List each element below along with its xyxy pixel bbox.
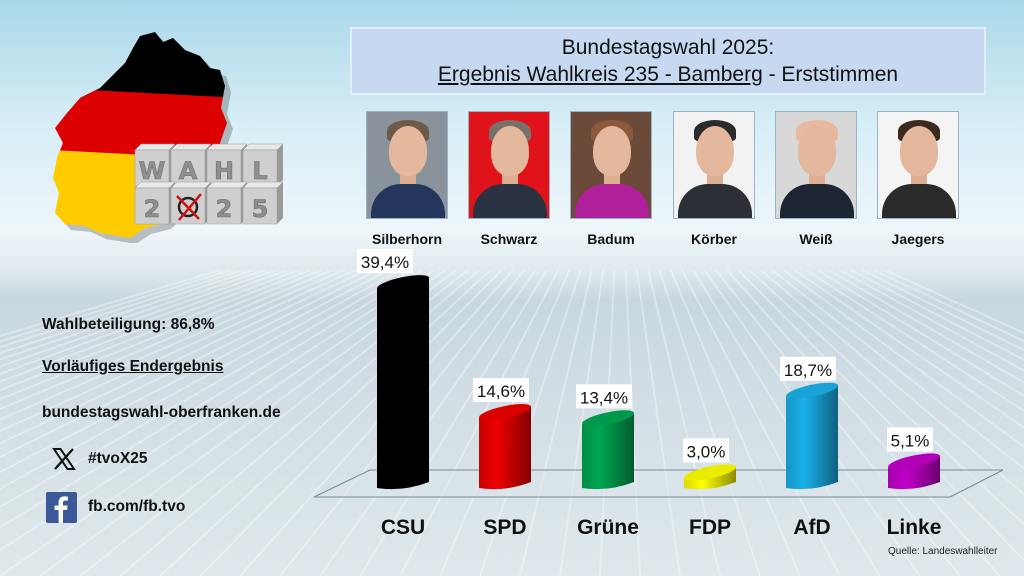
value-label: 39,4%	[361, 253, 409, 272]
value-label-bg	[683, 438, 729, 463]
candidate-photo	[775, 111, 857, 219]
bar-linke: 5,1%	[887, 427, 940, 490]
value-label-bg	[576, 384, 632, 409]
candidate-koerber: Körber	[669, 108, 759, 247]
candidate-jaegers: Jaegers	[873, 108, 963, 247]
title-line-2: Ergebnis Wahlkreis 235 - Bamberg - Ersts…	[352, 63, 984, 87]
x-handle[interactable]: #tvoX25	[88, 450, 148, 467]
facebook-icon	[46, 492, 77, 523]
candidate-badum: Badum	[566, 108, 656, 247]
bar-afd: 18,7%	[780, 356, 838, 490]
value-label-bg	[780, 356, 836, 381]
website-link[interactable]: bundestagswahl-oberfranken.de	[42, 404, 281, 421]
turnout-text: Wahlbeteiligung: 86,8%	[42, 316, 215, 333]
bar-fdp: 3,0%	[683, 438, 736, 490]
candidate-silberhorn: Silberhorn	[362, 108, 452, 247]
candidate-photo	[468, 111, 550, 219]
title-line-1: Bundestagswahl 2025:	[561, 36, 775, 59]
candidate-name: Weiß	[799, 231, 833, 247]
candidate-photo	[673, 111, 755, 219]
category-label: SPD	[483, 516, 526, 539]
candidate-weiss: Weiß	[771, 108, 861, 247]
candidate-photo	[366, 111, 448, 219]
category-label: Linke	[887, 516, 942, 539]
category-label: AfD	[793, 516, 830, 539]
wahl-2025-logo: W A H L2 2 5	[53, 32, 284, 243]
cube-letter: L	[252, 157, 267, 185]
value-label-bg	[887, 427, 933, 452]
logo-cube: A	[170, 143, 212, 187]
logo-cube: 2	[206, 181, 248, 225]
candidate-name: Badum	[587, 231, 635, 247]
title-district: Ergebnis Wahlkreis 235 - Bamberg	[437, 63, 763, 86]
candidate-name: Silberhorn	[371, 231, 442, 247]
candidate-name: Jaegers	[891, 231, 945, 247]
category-label: CSU	[381, 516, 425, 539]
cube-letter: A	[179, 157, 198, 185]
category-label: FDP	[689, 516, 731, 539]
status-text: Vorläufiges Endergebnis	[42, 358, 224, 375]
title-vote-type: - Erststimmen	[762, 63, 899, 86]
candidate-schwarz: Schwarz	[464, 108, 554, 247]
candidate-name: Körber	[691, 231, 737, 247]
candidate-photo	[570, 111, 652, 219]
source-note: Quelle: Landeswahlleiter	[888, 546, 998, 557]
cube-letter: 2	[216, 195, 233, 223]
candidate-photo	[877, 111, 959, 219]
wahl-cubes: W A H L2 2 5	[134, 143, 284, 225]
bar-csu: 39,4%	[357, 249, 429, 490]
logo-cube: 2	[134, 181, 176, 225]
candidate-name: Schwarz	[480, 231, 538, 247]
value-label: 18,7%	[784, 361, 832, 380]
value-label: 13,4%	[580, 388, 628, 407]
candidate-row: Silberhorn Schwarz Badum Körber Weiß Jae…	[362, 108, 968, 248]
x-logo-icon	[52, 448, 76, 470]
bar-grüne: 13,4%	[576, 384, 634, 490]
cube-letter: 2	[144, 195, 161, 223]
logo-cube: 5	[242, 181, 284, 225]
value-label-bg	[473, 378, 529, 403]
title-box: Bundestagswahl 2025: Ergebnis Wahlkreis …	[350, 27, 986, 95]
category-label: Grüne	[577, 516, 639, 539]
value-label: 3,0%	[687, 442, 726, 461]
cube-letter: H	[214, 157, 234, 185]
value-label: 5,1%	[891, 431, 930, 450]
bar-spd: 14,6%	[473, 378, 531, 490]
logo-cube: H	[206, 143, 248, 187]
cube-letter: W	[139, 157, 165, 185]
value-label-bg	[357, 249, 413, 274]
logo-cube: L	[242, 143, 284, 187]
facebook-link[interactable]: fb.com/fb.tvo	[88, 498, 186, 515]
value-label: 14,6%	[477, 382, 525, 401]
cube-letter: 5	[252, 195, 269, 223]
